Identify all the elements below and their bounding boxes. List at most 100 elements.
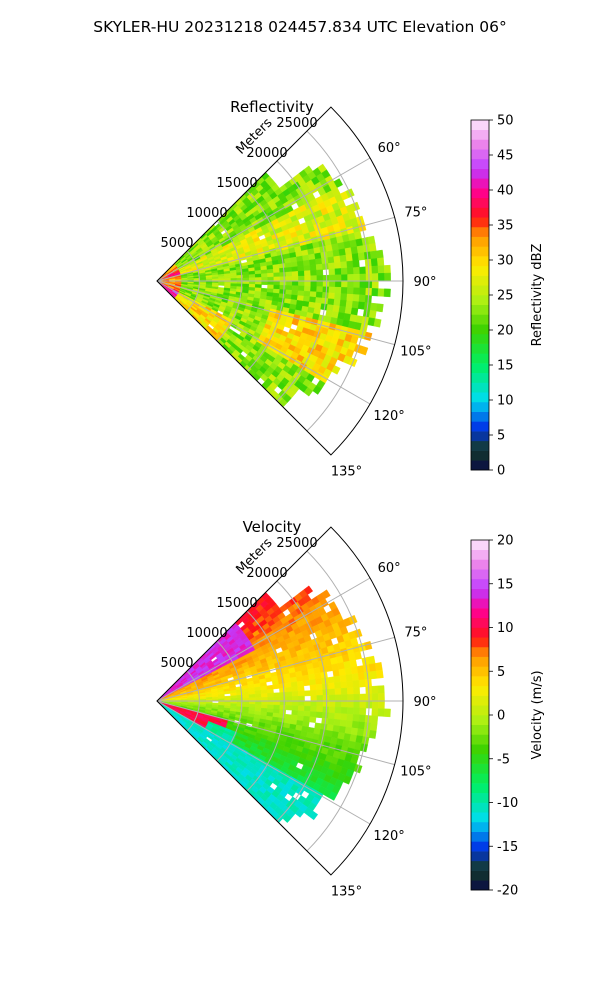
field-cell [261,696,268,702]
colorbar-segment [471,685,489,696]
field-cell [327,676,335,684]
field-cell [340,293,348,301]
field-cell [340,261,348,269]
field-cell [310,689,318,697]
field-cell [279,687,287,693]
field-cell [376,257,385,267]
field-cell [291,271,299,277]
field-cell [267,696,275,702]
field-cell [328,682,336,690]
field-cell [371,265,379,274]
field-cell [297,265,305,272]
reflectivity-colorbar: 0 5 10 15 20 25 30 35 40 45 50 [470,114,514,479]
field-cell [373,318,382,328]
field-cell [304,275,312,282]
field-cell [273,272,281,278]
field-cell [316,275,324,282]
colorbar-tick-label: 35 [497,219,514,234]
colorbar-segment [471,841,489,852]
field-cell [368,730,377,739]
colorbar-tick-label: -5 [497,752,510,767]
field-cell [298,280,305,287]
colorbar-tick-label: 40 [497,184,514,199]
velocity-field [157,585,391,824]
colorbar-segment [471,343,489,354]
field-cell [345,720,354,729]
field-cell [345,673,354,682]
colorbar-segment [471,870,489,881]
colorbar-segment [471,744,489,755]
field-cell [321,589,331,599]
field-cell [333,255,341,264]
field-cell [297,705,305,712]
field-cell [297,285,305,292]
colorbar-segment [471,821,489,832]
field-cell [284,262,292,269]
colorbar-tick-label: -10 [497,796,518,811]
field-cell [230,275,238,279]
field-cell [315,297,323,304]
colorbar-segment [471,353,489,364]
colorbar-tick-label: 0 [497,464,505,479]
velocity-colorbar: -20 -15 -10 -5 0 5 10 15 20 [470,534,518,899]
field-cell [371,273,379,282]
field-cell [279,271,287,278]
colorbar-segment [471,812,489,823]
angle-tick-label: 105° [400,344,431,359]
field-cell [326,304,334,312]
field-cell [338,248,347,257]
field-cell [340,687,348,695]
field-cell [334,286,342,294]
field-cell [327,718,335,726]
colorbar-tick-label: 15 [497,577,514,592]
field-cell [352,259,360,268]
field-cell [273,696,281,702]
colorbar-tick-label: 25 [497,289,514,304]
field-cell [371,693,379,702]
field-cell [267,704,275,710]
field-cell [358,679,366,688]
colorbar-segment [471,676,489,687]
angle-tick-label: 135° [331,885,362,900]
field-cell [255,700,262,705]
colorbar-segment [471,324,489,335]
field-cell [345,253,354,262]
colorbar-tick-label: -20 [497,884,518,899]
colorbar-segment [471,295,489,306]
field-cell [304,705,311,712]
field-cell [248,703,256,708]
field-cell [351,300,360,309]
field-cell [369,670,378,680]
colorbar-tick-label: 15 [497,359,514,374]
field-cell [334,700,342,708]
field-cell [297,270,305,277]
field-cell [369,250,378,260]
field-cell [345,300,354,309]
field-cell [248,277,256,282]
field-cell [340,681,348,689]
field-cell [261,273,268,278]
field-cell [378,272,385,282]
field-cell [359,273,367,282]
field-cell [353,231,362,240]
field-cell [328,292,336,300]
colorbar-segment [471,285,489,296]
colorbar-segment [471,549,489,560]
field-cell [347,280,355,288]
field-cell [316,695,324,702]
field-cell [248,283,256,288]
field-cell [340,713,348,721]
field-cell [272,268,280,274]
field-cell [267,272,275,278]
field-cell [357,672,366,681]
field-cell [291,289,299,296]
colorbar-segment [471,158,489,169]
field-cell [339,719,347,728]
colorbar-segment [471,236,489,247]
field-cell [347,700,355,708]
colorbar-segment [471,120,489,131]
field-cell [339,254,347,263]
field-cell [254,273,262,278]
colorbar-tick-label: 45 [497,149,514,164]
azimuth-spoke [156,280,395,346]
